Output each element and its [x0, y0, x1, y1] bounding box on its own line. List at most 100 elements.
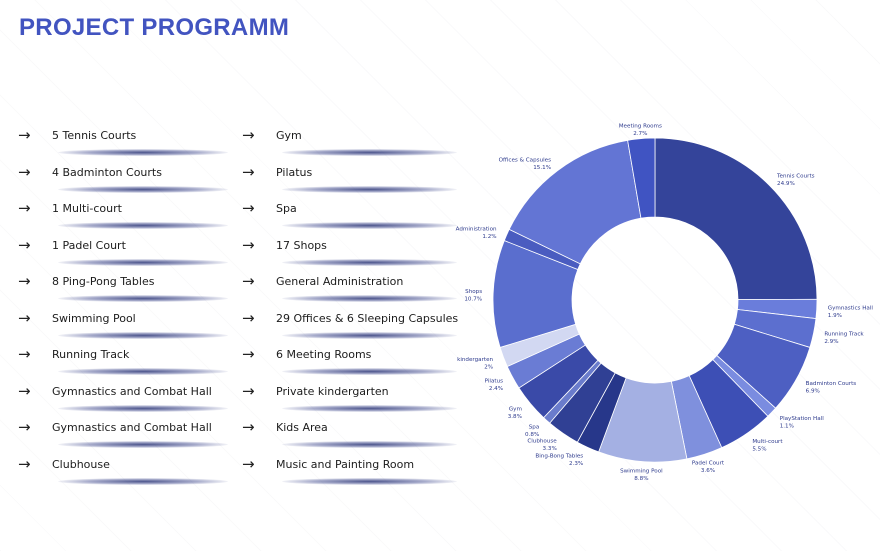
arrow-right-icon: →	[242, 162, 255, 181]
arrow-right-icon: →	[18, 381, 31, 400]
shadow-bar	[282, 222, 457, 229]
program-item: → Swimming Pool	[18, 305, 228, 342]
program-item: → Gymnastics and Combat Hall	[18, 378, 228, 415]
program-list-right: → Gym → Pilatus → Spa → 17 Shops → General Ad…	[242, 122, 459, 487]
slice-name: Multi-court	[752, 439, 783, 445]
slice-name: Clubhouse	[527, 438, 557, 444]
arrow-right-icon: →	[242, 345, 255, 363]
slice-value: 2.9%	[824, 339, 838, 345]
arrow-right-icon: →	[242, 199, 255, 217]
slice-label: Badminton Courts 6.9%	[806, 381, 857, 395]
shadow-bar	[58, 368, 228, 375]
slice-label: Running Track 2.9%	[824, 331, 864, 345]
slice-value: 2%	[484, 364, 493, 370]
program-item: → 4 Badminton Courts	[18, 159, 228, 196]
slice-name: Badminton Courts	[806, 381, 857, 387]
slice-value: 3.6%	[701, 468, 715, 474]
slice-value: 15.1%	[533, 165, 551, 171]
program-item-label: 8 Ping-Pong Tables	[52, 275, 155, 288]
shadow-bar	[282, 295, 457, 302]
slice-label: Bing-Bong Tables 2.3%	[535, 453, 583, 467]
arrow-right-icon: →	[18, 199, 31, 217]
program-item-label: 29 Offices & 6 Sleeping Capsules	[276, 311, 459, 325]
slice-value: 3.8%	[508, 414, 522, 420]
slice-label: Gym 3.8%	[508, 407, 522, 421]
arrow-right-icon: →	[242, 235, 255, 254]
program-item: → Kids Area	[242, 414, 457, 451]
slice-name: Spa	[529, 425, 540, 431]
slice-value: 2.4%	[489, 386, 503, 392]
program-item-label: Running Track	[52, 348, 130, 361]
slice-value: 5.5%	[752, 447, 766, 453]
slice-label: Offices & Capsules 15.1%	[499, 158, 551, 172]
page-title: PROJECT PROGRAMM	[19, 14, 290, 41]
slice-name: Gymnastics Hall	[828, 306, 874, 312]
arrow-right-icon: →	[18, 454, 31, 473]
program-item: → 1 Multi-court	[18, 195, 228, 232]
program-item: → 17 Shops	[242, 232, 457, 269]
arrow-right-icon: →	[242, 381, 255, 400]
program-item: → 29 Offices & 6 Sleeping Capsules	[242, 305, 459, 342]
program-list-left: → 5 Tennis Courts → 4 Badminton Courts → 1 …	[18, 122, 228, 487]
slice-value: 8.8%	[634, 476, 648, 482]
slice-value: 1.2%	[482, 234, 496, 240]
arrow-right-icon: →	[18, 308, 31, 327]
shadow-bar	[282, 368, 457, 375]
slice-name: Padel Court	[692, 461, 725, 467]
arrow-right-icon: →	[242, 272, 255, 290]
program-item-label: Music and Painting Room	[276, 457, 415, 471]
slice-value: 1.1%	[780, 423, 794, 429]
program-item: → Spa	[242, 195, 457, 232]
donut-slice-tennis-courts	[654, 137, 818, 301]
arrow-right-icon: →	[18, 418, 31, 436]
slice-name: Offices & Capsules	[499, 158, 551, 164]
shadow-bar	[282, 185, 457, 193]
program-item-label: Pilatus	[276, 165, 313, 179]
slice-label: kindergarten 2%	[457, 357, 493, 371]
slice-value: 0.8%	[525, 432, 539, 438]
slice-name: Administration	[456, 226, 497, 232]
shadow-bar	[58, 149, 228, 156]
program-item: → Private kindergarten	[242, 378, 457, 415]
program-item-label: 5 Tennis Courts	[52, 129, 137, 142]
shadow-bar	[282, 441, 457, 448]
donut-slice-meeting-rooms	[627, 137, 656, 219]
program-item-label: Spa	[276, 202, 297, 215]
slice-name: Running Track	[824, 331, 864, 337]
slice-name: Meeting Rooms	[619, 124, 662, 130]
program-item-label: Kids Area	[276, 421, 328, 434]
program-item: → Running Track	[18, 341, 228, 378]
program-item-label: Gymnastics and Combat Hall	[52, 421, 212, 434]
donut-chart: Tennis Courts 24.9% Gymnastics Hall 1.9% Run…	[456, 124, 874, 482]
slice-label: Padel Court 3.6%	[692, 461, 725, 475]
shadow-bar	[58, 404, 228, 412]
shadow-bar	[58, 477, 228, 485]
program-item: → Pilatus	[242, 159, 457, 196]
slice-value: 1.9%	[828, 313, 842, 319]
slice-name: Tennis Courts	[776, 173, 815, 179]
slice-value: 10.7%	[464, 297, 482, 303]
program-item-label: 6 Meeting Rooms	[276, 348, 372, 361]
slice-label: Spa 0.8%	[525, 425, 539, 439]
program-item: → Clubhouse	[18, 451, 228, 488]
program-item-label: 17 Shops	[276, 238, 327, 252]
program-item-label: 1 Padel Court	[52, 238, 126, 252]
slice-name: Swimming Pool	[620, 468, 663, 474]
arrow-right-icon: →	[18, 345, 31, 363]
slice-name: PlayStation Hall	[780, 416, 825, 422]
slice-label: Multi-court 5.5%	[752, 439, 783, 453]
program-item: → 1 Padel Court	[18, 232, 228, 269]
shadow-bar	[58, 331, 228, 339]
program-item: → Gymnastics and Combat Hall	[18, 414, 228, 451]
slice-name: Shops	[465, 289, 482, 295]
shadow-bar	[58, 222, 228, 229]
shadow-bar	[58, 258, 228, 266]
program-item: → 6 Meeting Rooms	[242, 341, 457, 378]
arrow-right-icon: →	[18, 235, 31, 254]
shadow-bar	[58, 295, 228, 302]
slice-value: 6.9%	[806, 389, 820, 395]
program-item-label: Gym	[276, 129, 302, 142]
program-item-label: Gymnastics and Combat Hall	[52, 384, 212, 398]
arrow-right-icon: →	[242, 454, 255, 473]
shadow-bar	[282, 404, 457, 412]
